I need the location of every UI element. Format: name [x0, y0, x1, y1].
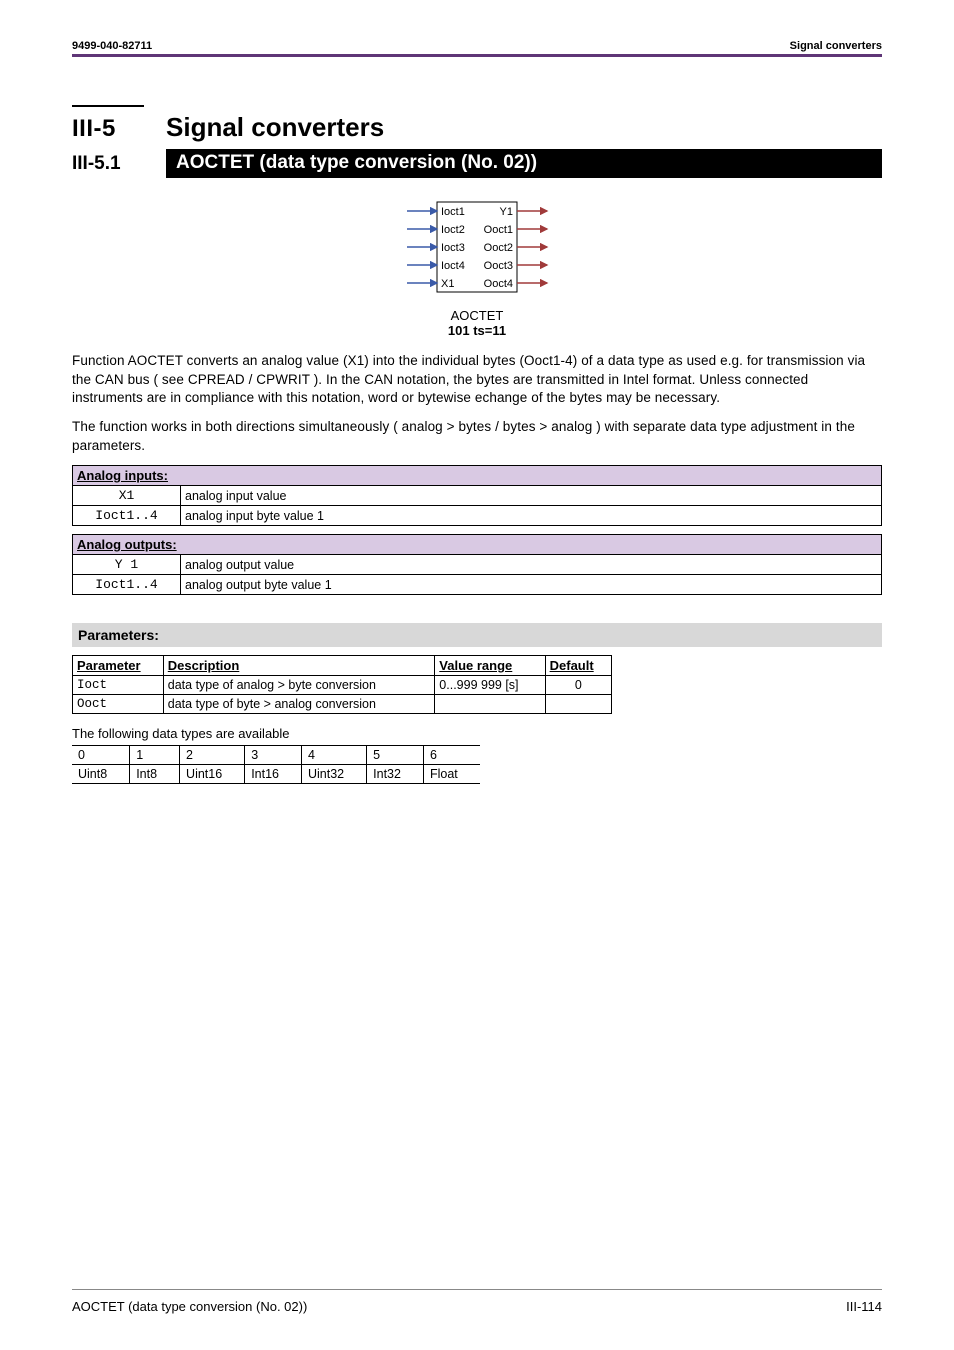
block-diagram-svg: Ioct1 Y1 Ioct2 Ooct1 Ioct3 Ooct2 Ioct4 Ooct3 X1 O…	[382, 194, 572, 304]
heading-1-title: Signal converters	[166, 112, 384, 143]
parameters-table: ParameterDescriptionValue rangeDefaultIo…	[72, 655, 612, 714]
datatypes-table: 0123456Uint8Int8Uint16Int16Uint32Int32Fl…	[72, 745, 480, 784]
heading-2-number: III-5.1	[72, 149, 144, 178]
block-name: AOCTET	[448, 308, 506, 323]
svg-text:Ioct1: Ioct1	[441, 206, 465, 218]
svg-text:Ioct2: Ioct2	[441, 224, 465, 236]
analog-outputs-table: Analog outputs:Y 1analog output valueIoc…	[72, 534, 882, 595]
footer-right: III-114	[846, 1299, 882, 1314]
heading-1-number: III-5	[72, 115, 144, 143]
datatypes-caption: The following data types are available	[72, 726, 882, 741]
page-footer: AOCTET (data type conversion (No. 02)) I…	[72, 1299, 882, 1314]
block-diagram-caption: AOCTET 101 ts=11	[448, 308, 506, 338]
svg-text:Ooct1: Ooct1	[484, 224, 513, 236]
block-subcaption: 101 ts=11	[448, 323, 506, 338]
footer-rule	[72, 1289, 882, 1290]
heading-1: III-5 Signal converters	[72, 105, 882, 143]
svg-text:Ioct4: Ioct4	[441, 260, 465, 272]
heading-1-rule	[72, 105, 144, 107]
svg-text:Y1: Y1	[500, 206, 513, 218]
svg-text:Ioct3: Ioct3	[441, 242, 465, 254]
paragraph-2: The function works in both directions si…	[72, 418, 882, 455]
doc-number: 9499-040-82711	[72, 40, 152, 52]
svg-text:X1: X1	[441, 278, 454, 290]
paragraph-1: Function AOCTET converts an analog value…	[72, 352, 882, 408]
svg-text:Ooct4: Ooct4	[484, 278, 513, 290]
footer-left: AOCTET (data type conversion (No. 02))	[72, 1299, 307, 1314]
heading-2-title-bar: AOCTET (data type conversion (No. 02))	[166, 149, 882, 178]
svg-text:Ooct2: Ooct2	[484, 242, 513, 254]
section-name: Signal converters	[790, 40, 882, 52]
analog-inputs-table: Analog inputs:X1analog input valueIoct1.…	[72, 465, 882, 526]
parameters-heading: Parameters:	[72, 623, 882, 647]
svg-text:Ooct3: Ooct3	[484, 260, 513, 272]
top-bar: 9499-040-82711 Signal converters	[72, 40, 882, 57]
heading-1-number-block: III-5	[72, 105, 144, 143]
block-diagram: Ioct1 Y1 Ioct2 Ooct1 Ioct3 Ooct2 Ioct4 Ooct3 X1 O…	[72, 194, 882, 338]
heading-2: III-5.1 AOCTET (data type conversion (No…	[72, 149, 882, 178]
